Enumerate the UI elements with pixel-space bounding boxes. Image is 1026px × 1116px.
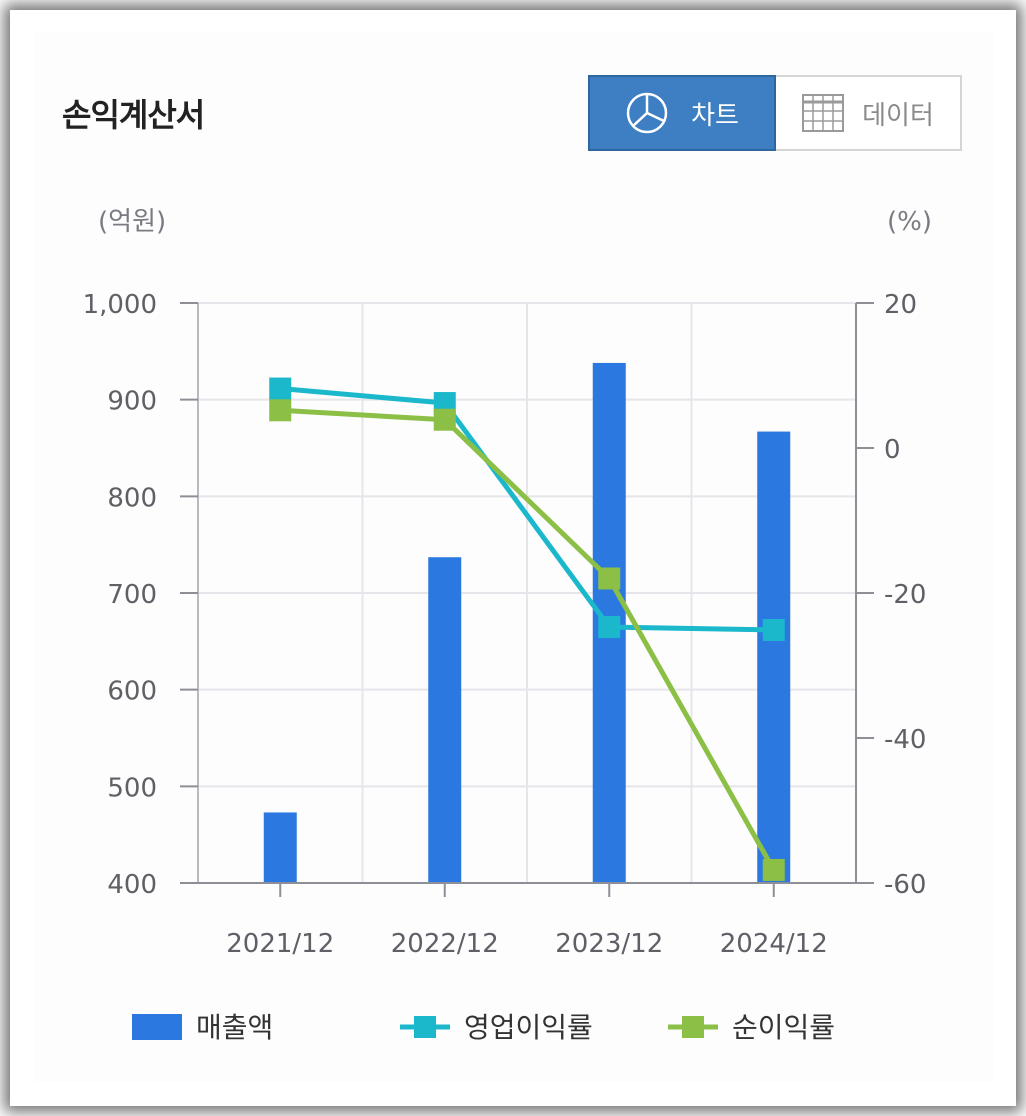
legend-label: 매출액 bbox=[196, 1011, 273, 1044]
left-tick-label: 700 bbox=[107, 580, 157, 610]
left-tick-label: 500 bbox=[107, 773, 157, 803]
legend-label: 순이익률 bbox=[732, 1011, 835, 1044]
x-tick-label: 2023/12 bbox=[555, 929, 663, 959]
legend: 매출액 영업이익률 순이익률 bbox=[132, 1011, 835, 1044]
view-toggle: 차트 데이터 bbox=[588, 75, 962, 151]
legend-swatch bbox=[132, 1014, 182, 1040]
table-grid-icon bbox=[802, 94, 845, 132]
right-axis-unit: (%) bbox=[887, 207, 932, 237]
line-point bbox=[598, 616, 621, 639]
x-tick-label: 2021/12 bbox=[226, 929, 334, 959]
legend-swatch-marker bbox=[414, 1016, 436, 1038]
chart-card bbox=[34, 32, 994, 1082]
left-tick-label: 1,000 bbox=[83, 290, 157, 320]
pie-chart-icon bbox=[625, 91, 669, 135]
line-series bbox=[269, 377, 785, 881]
line-point bbox=[598, 567, 621, 590]
left-axis-unit: (억원) bbox=[98, 207, 166, 237]
left-tick-label: 400 bbox=[107, 870, 157, 900]
left-tick-label: 800 bbox=[107, 483, 157, 513]
right-tick-label: 0 bbox=[884, 435, 901, 465]
data-view-label: 데이터 bbox=[862, 100, 934, 131]
line-point bbox=[433, 408, 456, 431]
bar bbox=[263, 812, 297, 883]
grid-lines bbox=[198, 302, 856, 883]
x-tick-label: 2022/12 bbox=[391, 929, 499, 959]
line-point bbox=[762, 858, 785, 881]
legend-swatch-marker bbox=[682, 1016, 704, 1038]
line-point bbox=[762, 618, 785, 641]
right-tick-label: 20 bbox=[884, 290, 917, 320]
right-tick-label: -40 bbox=[884, 725, 926, 755]
chart-view-button[interactable]: 차트 bbox=[588, 75, 776, 151]
data-view-button[interactable]: 데이터 bbox=[776, 75, 962, 151]
left-tick-label: 900 bbox=[107, 387, 157, 417]
line-point bbox=[269, 399, 292, 422]
axes bbox=[180, 302, 874, 897]
bar bbox=[757, 431, 791, 883]
bar bbox=[428, 557, 462, 883]
chart-view-label: 차트 bbox=[691, 100, 739, 131]
right-tick-label: -20 bbox=[884, 580, 926, 610]
x-tick-label: 2024/12 bbox=[720, 929, 828, 959]
series-line bbox=[280, 407, 776, 872]
series-line bbox=[280, 386, 774, 633]
line-point bbox=[433, 392, 456, 415]
line-point bbox=[269, 377, 292, 400]
legend-label: 영업이익률 bbox=[464, 1011, 593, 1044]
right-tick-label: -60 bbox=[884, 870, 926, 900]
axis-labels: 400 500 600 700 800 900 1,000 -60 -40 -20 0 20 2021/… bbox=[83, 207, 932, 959]
left-tick-label: 600 bbox=[107, 677, 157, 707]
page-title: 손익계산서 bbox=[62, 96, 205, 134]
